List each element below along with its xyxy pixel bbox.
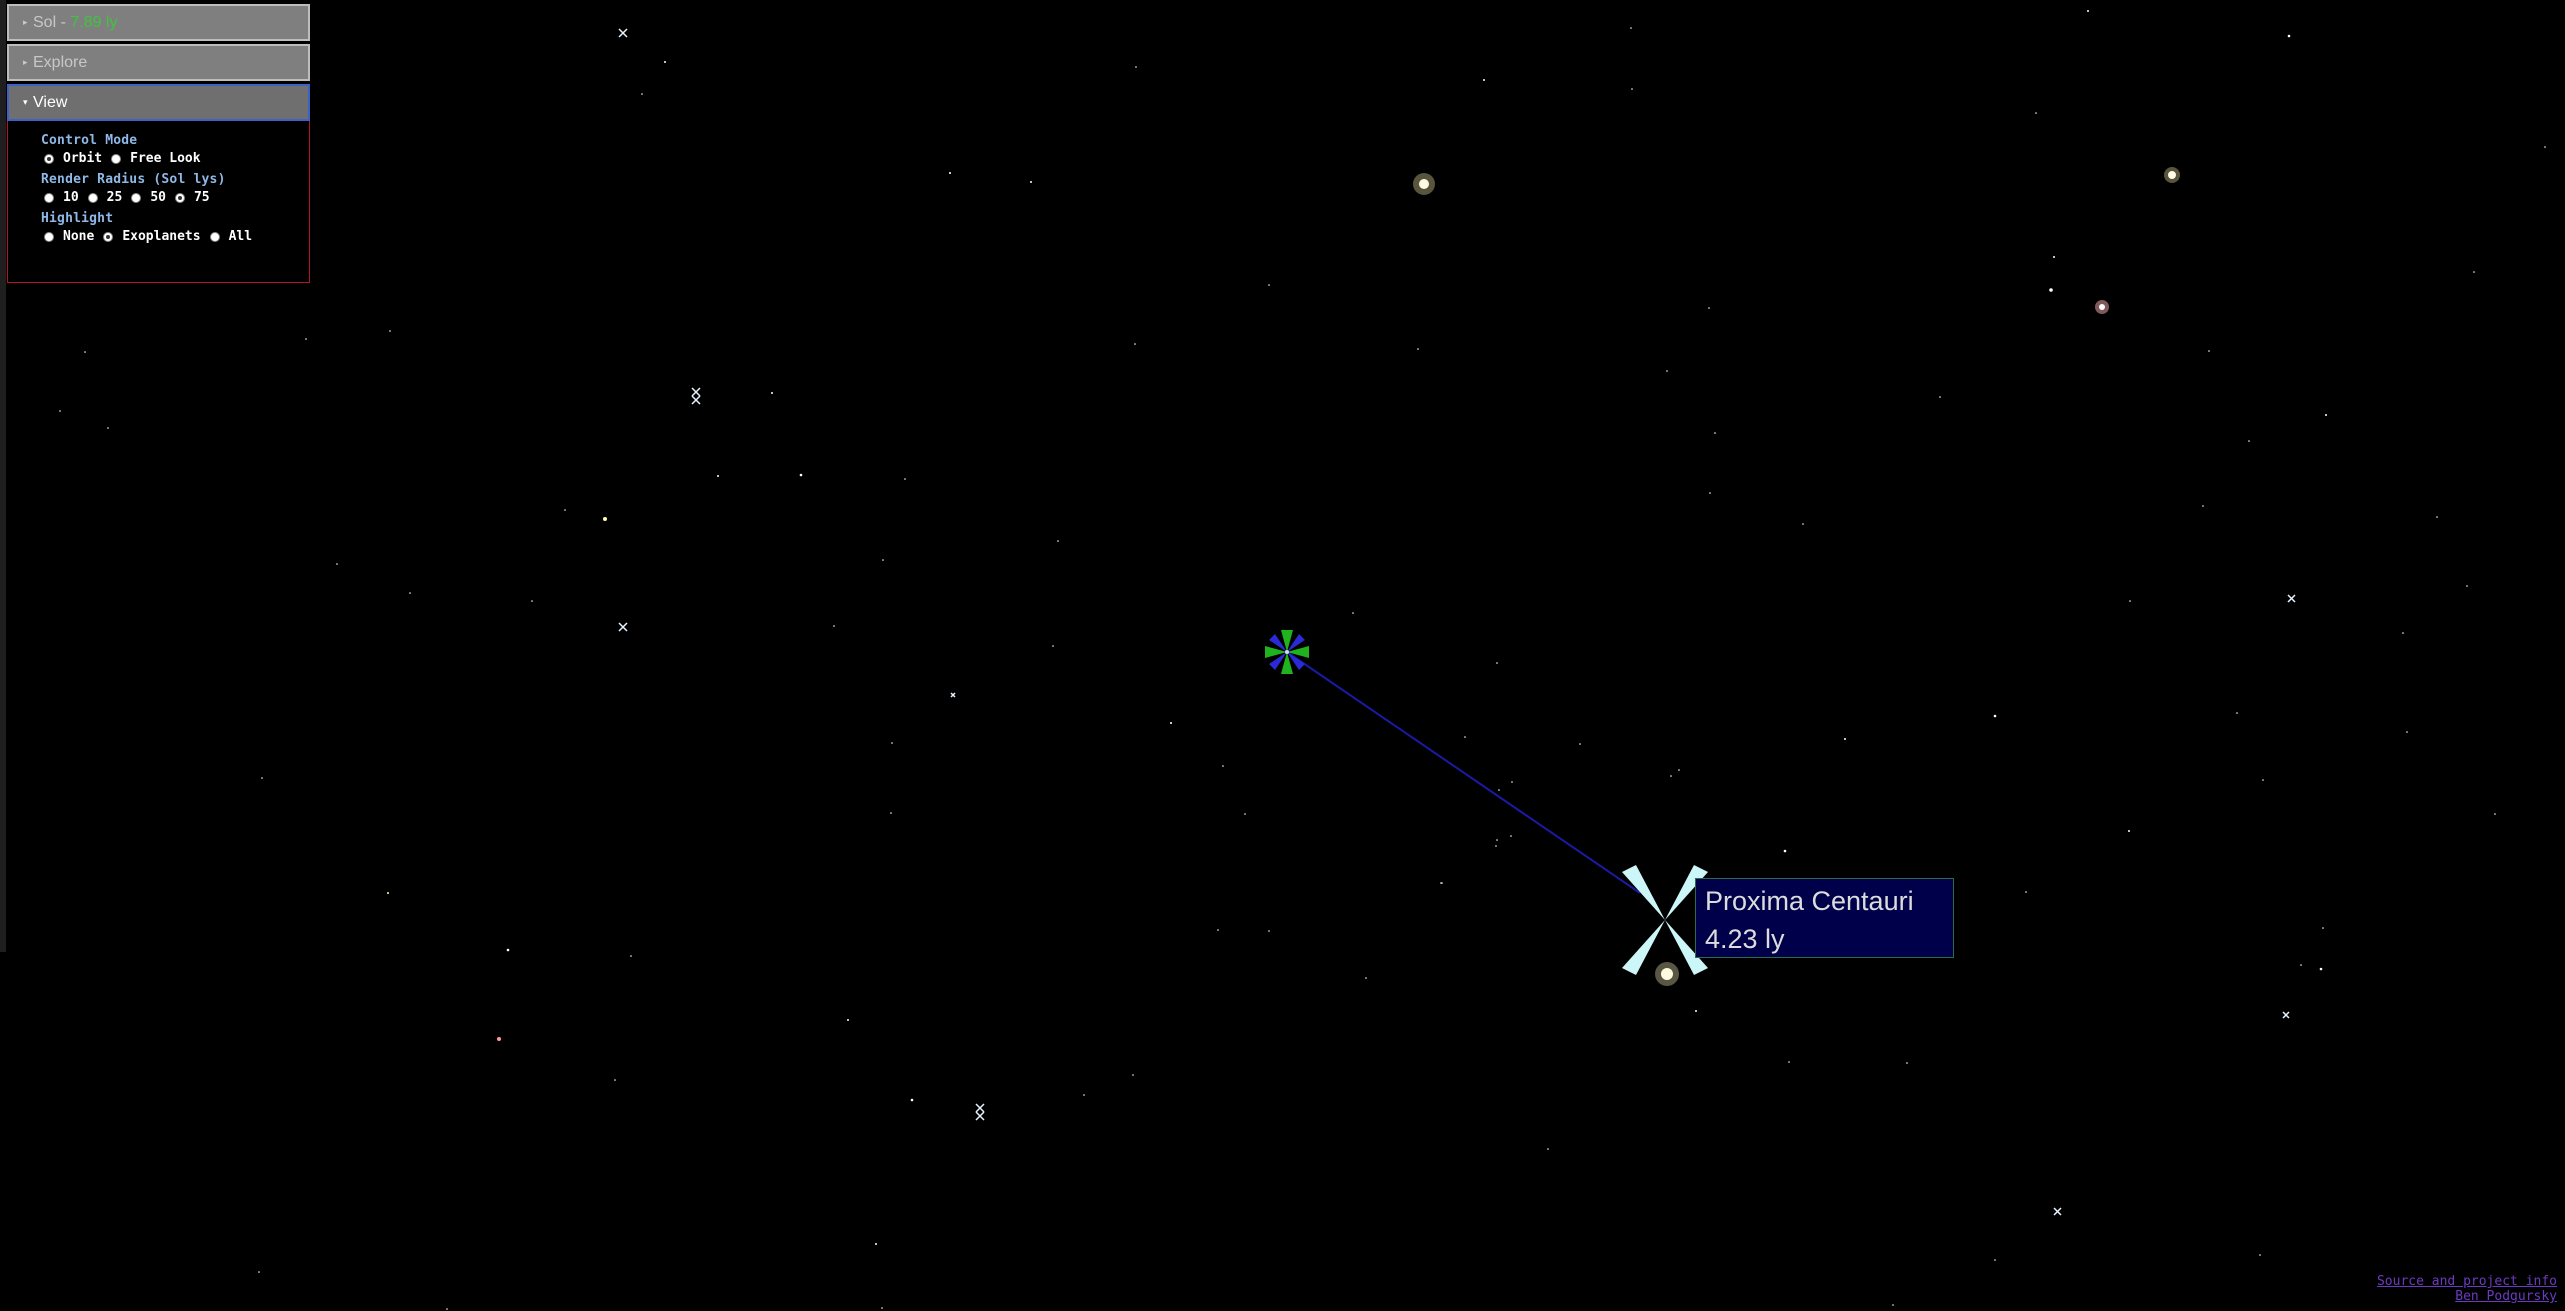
render-radius-75-label[interactable]: 75 xyxy=(193,190,210,205)
sol-header-name: Sol xyxy=(33,14,57,31)
render-radius-50-label[interactable]: 50 xyxy=(150,190,166,205)
target-marker-icon[interactable] xyxy=(1622,865,1708,975)
cross-icon xyxy=(2287,594,2296,603)
cross-icon xyxy=(691,387,701,405)
render-radius-10-radio[interactable] xyxy=(44,192,54,203)
highlight-all-radio[interactable] xyxy=(209,231,220,242)
cross-icon xyxy=(618,622,628,632)
render-radius-50-radio[interactable] xyxy=(131,192,142,203)
explore-header[interactable]: ▸ Explore xyxy=(7,44,310,81)
control-mode-freelook-radio[interactable] xyxy=(111,153,122,164)
control-mode-orbit-label[interactable]: Orbit xyxy=(63,151,103,166)
sol-marker-icon[interactable] xyxy=(1265,630,1309,674)
highlight-none-label[interactable]: None xyxy=(63,229,95,244)
author-link[interactable]: Ben Podgursky xyxy=(2455,1289,2557,1304)
render-radius-25-label[interactable]: 25 xyxy=(106,190,123,205)
view-header[interactable]: ▾ View xyxy=(7,84,310,121)
target-info-label[interactable]: Proxima Centauri 4.23 ly xyxy=(1695,878,1954,958)
target-name: Proxima Centauri xyxy=(1705,886,1914,916)
caret-down-icon: ▾ xyxy=(23,97,28,107)
left-panel: ▸ Sol - 7.89 ly ▸ Explore ▾ View Control Mo… xyxy=(7,4,310,283)
star[interactable] xyxy=(2099,304,2105,310)
highlight-options: None Exoplanets All xyxy=(44,229,309,244)
sol-header[interactable]: ▸ Sol - 7.89 ly xyxy=(7,4,310,41)
render-radius-10-label[interactable]: 10 xyxy=(63,190,79,205)
explore-header-label: Explore xyxy=(33,54,88,71)
cross-icon xyxy=(2053,1207,2062,1216)
caret-right-icon: ▸ xyxy=(23,17,28,27)
control-mode-freelook-label[interactable]: Free Look xyxy=(130,151,201,166)
render-radius-options: 10 25 50 75 xyxy=(44,190,309,205)
highlight-exoplanets-label[interactable]: Exoplanets xyxy=(122,229,201,244)
star[interactable] xyxy=(1419,179,1429,189)
background-stars xyxy=(59,10,2546,1310)
highlight-markers xyxy=(618,28,2296,1216)
highlight-exoplanets-radio[interactable] xyxy=(103,231,114,242)
cross-icon xyxy=(618,28,628,38)
cross-icon xyxy=(950,692,956,698)
render-radius-label: Render Radius (Sol lys) xyxy=(41,172,226,187)
sol-header-separator: - xyxy=(56,14,71,31)
highlight-label: Highlight xyxy=(41,211,114,226)
view-header-label: View xyxy=(33,94,68,111)
view-section: Control Mode Orbit Free Look Render Radi… xyxy=(7,121,310,283)
render-radius-75-radio[interactable] xyxy=(174,192,185,203)
control-mode-label: Control Mode xyxy=(41,133,138,148)
control-mode-options: Orbit Free Look xyxy=(44,151,309,166)
highlight-none-radio[interactable] xyxy=(44,231,54,242)
caret-right-icon: ▸ xyxy=(23,57,28,67)
sol-header-distance: 7.89 ly xyxy=(70,14,118,31)
cross-icon xyxy=(975,1103,985,1121)
left-scrollbar[interactable] xyxy=(0,0,6,952)
cross-icon xyxy=(2282,1011,2290,1019)
proxima-star[interactable] xyxy=(1661,968,1673,980)
render-radius-25-radio[interactable] xyxy=(87,192,98,203)
target-distance: 4.23 ly xyxy=(1705,924,1785,954)
target-line xyxy=(1286,651,1641,894)
star[interactable] xyxy=(2168,171,2176,179)
control-mode-orbit-radio[interactable] xyxy=(44,153,54,164)
source-link[interactable]: Source and project info xyxy=(2376,1274,2557,1289)
footer-links: Source and project info Ben Podgursky xyxy=(2377,1274,2557,1304)
highlight-all-label[interactable]: All xyxy=(228,229,253,244)
